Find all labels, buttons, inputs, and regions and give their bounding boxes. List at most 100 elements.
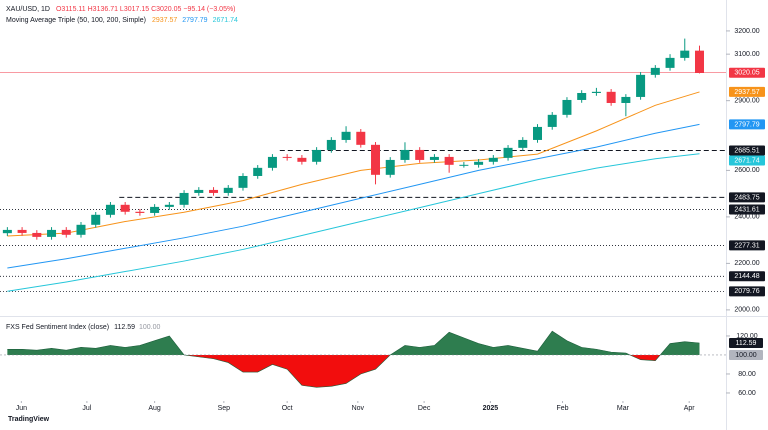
price-tag-label: 2797.79 <box>734 121 759 128</box>
candle-body <box>253 167 263 176</box>
value-tag <box>729 338 763 349</box>
candle-body <box>562 99 572 115</box>
candle-body <box>606 91 616 103</box>
price-tag-label: 3020.05 <box>734 70 759 77</box>
y-tick-label: 60.00 <box>738 390 756 397</box>
candle-body <box>429 156 439 160</box>
candle-body <box>164 204 174 207</box>
price-tag-label: 2685.51 <box>734 147 759 154</box>
x-tick-label: Apr <box>684 405 696 412</box>
indicator-value: 112.59 <box>114 324 135 331</box>
candle-body <box>577 92 587 100</box>
x-tick-label: Sep <box>218 405 231 412</box>
price-tag-label: 2144.48 <box>734 273 759 280</box>
x-tick-label: Nov <box>352 405 365 412</box>
candle-body <box>503 147 513 158</box>
price-tag <box>729 204 765 215</box>
indicator-value: 2671.74 <box>213 17 238 24</box>
candle-body <box>105 204 115 215</box>
sentiment-line <box>7 330 700 388</box>
y-tick-label: 2900.00 <box>734 98 759 105</box>
candle-body <box>312 149 322 162</box>
sentiment-area-negative <box>184 354 661 388</box>
x-tick-label: Oct <box>282 405 293 412</box>
candle-body <box>47 229 57 237</box>
candle-body <box>297 157 307 162</box>
candle-body <box>194 189 204 193</box>
candle-body <box>120 204 130 212</box>
price-tag <box>729 155 765 166</box>
moving-average <box>7 91 700 237</box>
x-tick-label: 2025 <box>483 405 499 412</box>
indicator-value: 2797.79 <box>182 17 207 24</box>
price-tag <box>729 67 765 78</box>
price-tag <box>729 240 765 251</box>
footer-logo: TradingView <box>8 416 50 423</box>
candle-body <box>665 57 675 68</box>
indicator-name: Moving Average Triple (50, 100, 200, Sim… <box>6 17 146 24</box>
candle-body <box>179 192 189 205</box>
price-tag-label: 2937.57 <box>734 89 759 96</box>
candle-body <box>547 114 557 127</box>
candle-body <box>400 149 410 160</box>
candle-body <box>238 175 248 188</box>
symbol: XAU/USD, 1D <box>6 6 50 13</box>
candle-body <box>267 156 277 168</box>
x-tick-label: Mar <box>617 405 630 412</box>
baseline-tag <box>729 349 763 360</box>
candle-body <box>621 96 631 103</box>
indicator-value: 2937.57 <box>152 17 177 24</box>
candle-body <box>76 224 86 235</box>
price-tag <box>729 145 765 156</box>
candle-body <box>282 156 292 158</box>
candle-body <box>341 131 351 140</box>
candle-body <box>591 91 601 93</box>
price-tag-label: 2431.61 <box>734 206 759 213</box>
moving-average <box>7 123 700 269</box>
indicator-baseline: 100.00 <box>139 324 161 331</box>
y-tick-label: 3100.00 <box>734 51 759 58</box>
price-tag <box>729 271 765 282</box>
candle-body <box>444 156 454 165</box>
price-tag <box>729 286 765 297</box>
price-tag <box>729 119 765 130</box>
candle-body <box>533 126 543 140</box>
ohlc: O3115.11 H3136.71 L3017.15 C3020.05 −95.… <box>56 6 236 13</box>
price-tag-label: 2671.74 <box>734 157 759 164</box>
price-tag <box>729 192 765 203</box>
x-tick-label: Feb <box>557 405 569 412</box>
y-tick-label: 2600.00 <box>734 167 759 174</box>
candle-body <box>371 144 381 175</box>
candle-body <box>150 206 160 213</box>
candle-body <box>32 232 42 237</box>
price-tag-label: 2277.31 <box>734 242 759 249</box>
indicator-title: FXS Fed Sentiment Index (close) <box>6 324 109 331</box>
candle-body <box>356 131 366 145</box>
candle-body <box>680 50 690 58</box>
y-tick-label: 2400.00 <box>734 214 759 221</box>
price-tag-label: 2483.75 <box>734 194 759 201</box>
y-tick-label: 2000.00 <box>734 307 759 314</box>
x-tick-label: Aug <box>148 405 161 412</box>
candle-body <box>2 229 12 234</box>
y-tick-label: 120.00 <box>736 333 758 340</box>
candle-body <box>91 214 101 225</box>
price-tag-label: 2079.76 <box>734 288 759 295</box>
baseline-tag-label: 100.00 <box>735 352 757 359</box>
x-tick-label: Dec <box>418 405 431 412</box>
candle-body <box>636 74 646 97</box>
candle-body <box>650 67 660 75</box>
candle-body <box>326 139 336 150</box>
price-tag <box>729 86 765 97</box>
sentiment-area-positive <box>7 331 700 355</box>
candle-body <box>474 161 484 165</box>
x-tick-label: Jun <box>16 405 27 412</box>
candle-body <box>135 211 145 213</box>
candle-body <box>385 159 395 175</box>
candle-body <box>459 164 469 166</box>
candle-body <box>694 50 704 73</box>
moving-average <box>7 153 700 292</box>
candle-body <box>209 189 219 193</box>
